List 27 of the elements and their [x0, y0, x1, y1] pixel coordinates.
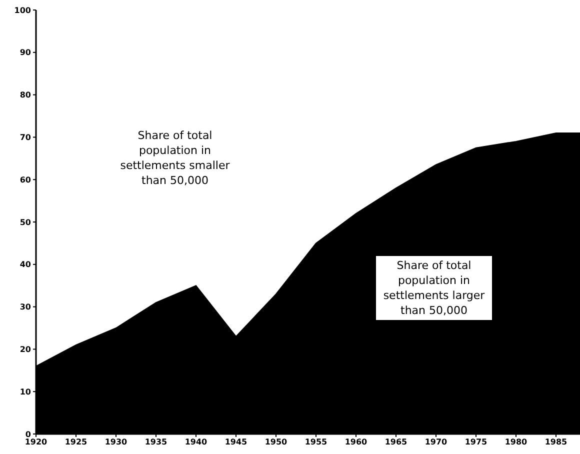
y-tick-label: 70	[20, 133, 32, 142]
y-tick-label: 90	[20, 48, 32, 58]
y-tick-label: 50	[20, 218, 32, 227]
x-tick-label: 1980	[504, 438, 528, 447]
x-tick-label: 1950	[264, 438, 288, 447]
y-tick-label: 30	[20, 302, 32, 312]
y-tick-label: 80	[20, 90, 32, 100]
x-tick-label: 1960	[344, 438, 368, 447]
x-tick-label: 1925	[64, 438, 88, 447]
x-tick-label: 1920	[24, 438, 48, 447]
x-tick-label: 1940	[184, 438, 208, 447]
x-tick-label: 1970	[424, 438, 448, 447]
x-tick-label: 1930	[104, 438, 128, 447]
x-tick-label: 1975	[464, 438, 488, 447]
y-tick-label: 20	[20, 345, 32, 354]
x-tick-label: 1965	[384, 438, 408, 447]
x-tick-label: 1945	[224, 438, 248, 447]
y-tick-label: 0	[25, 430, 32, 439]
annotation: Share of total population in settlements smaller than 50,000	[119, 128, 231, 188]
y-tick-label: 60	[20, 175, 32, 184]
annotation: Share of total population in settlements larger than 50,000	[375, 255, 493, 321]
x-tick-label: 1985	[544, 438, 568, 447]
x-tick-label: 1935	[144, 438, 168, 447]
y-tick-label: 100	[14, 6, 32, 15]
x-tick-label: 1955	[304, 438, 328, 447]
y-tick-label: 40	[20, 260, 32, 270]
y-tick-label: 10	[20, 387, 32, 396]
